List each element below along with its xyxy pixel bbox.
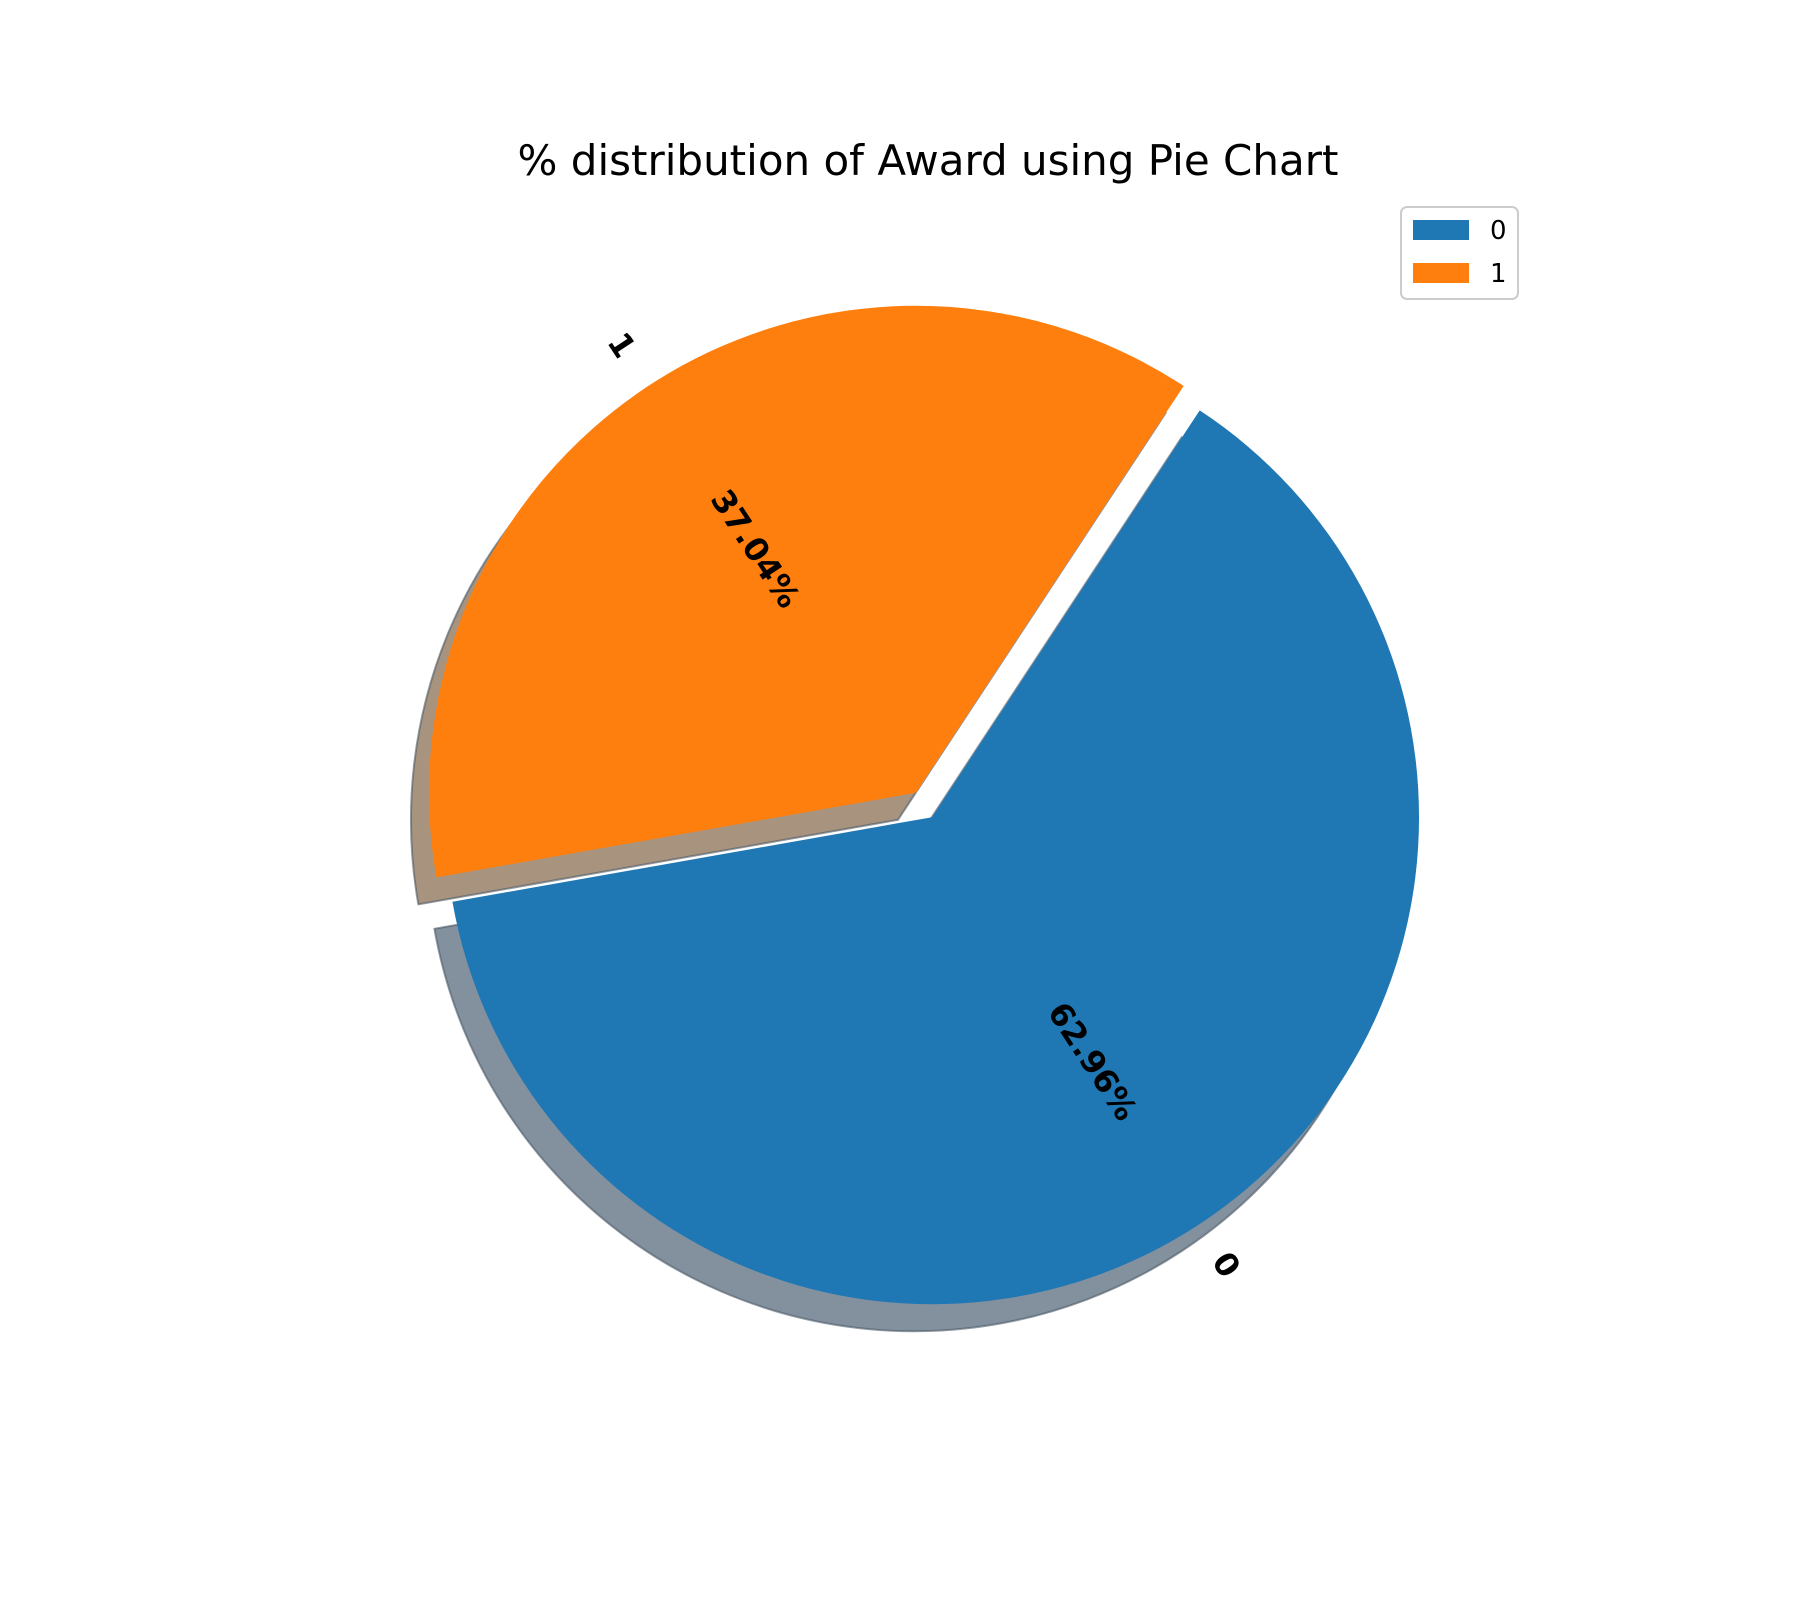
legend-label-1: 1 — [1490, 259, 1507, 289]
slice-layer — [428, 305, 1420, 1305]
pie-slice-1 — [428, 305, 1184, 878]
legend-swatch-0 — [1413, 220, 1469, 240]
legend-swatch-1 — [1413, 263, 1469, 283]
legend: 0 1 — [1400, 206, 1519, 300]
slice-label-0: 0 — [1204, 1245, 1248, 1284]
pie-slice-0 — [452, 410, 1420, 1305]
chart-title: % distribution of Award using Pie Chart — [518, 136, 1339, 185]
legend-label-0: 0 — [1490, 216, 1507, 246]
slice-label-1: 1 — [600, 325, 644, 364]
